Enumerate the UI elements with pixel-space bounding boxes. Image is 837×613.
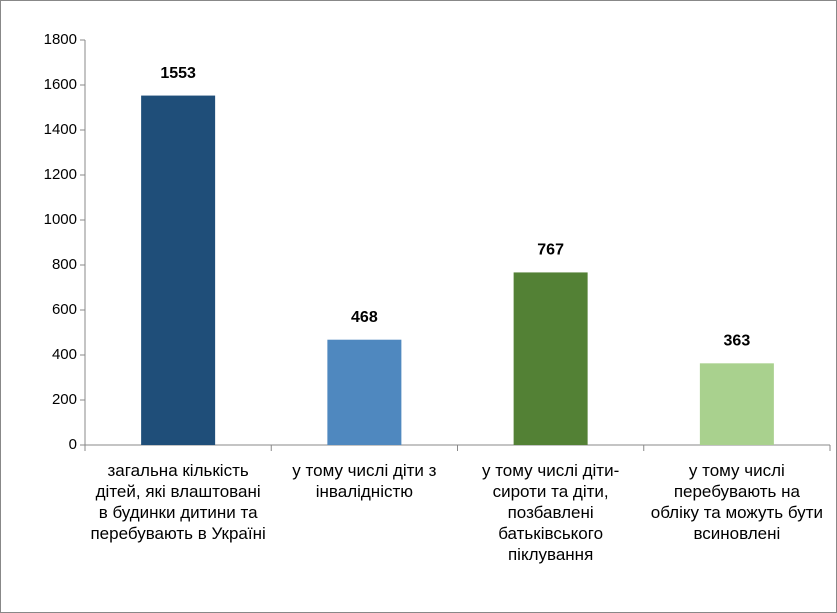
bar [141, 95, 216, 445]
x-tick-label: у тому числі діти з інвалідністю [292, 461, 437, 501]
value-label: 767 [537, 242, 564, 259]
value-label: 363 [724, 333, 751, 350]
y-tick-label: 200 [52, 391, 77, 408]
value-label: 468 [351, 309, 378, 326]
bar [327, 339, 402, 445]
y-tick-label: 1400 [44, 121, 77, 138]
y-tick-label: 400 [52, 346, 77, 363]
y-tick-label: 1000 [44, 211, 77, 228]
y-tick-label: 1600 [44, 76, 77, 93]
bar [513, 272, 588, 445]
x-tick-label: у тому числі перебувають на обліку та мо… [650, 461, 824, 543]
y-tick-label: 1200 [44, 166, 77, 183]
y-tick-label: 800 [52, 256, 77, 273]
y-tick-label: 1800 [44, 31, 77, 48]
y-tick-label: 0 [69, 436, 77, 453]
x-tick-label: загальна кількість дітей, які влаштовані… [90, 461, 266, 543]
y-tick-label: 600 [52, 301, 77, 318]
bar [699, 363, 774, 445]
value-label: 1553 [160, 65, 196, 82]
x-tick-label: у тому числі діти-сироти та діти, позбав… [481, 461, 620, 564]
